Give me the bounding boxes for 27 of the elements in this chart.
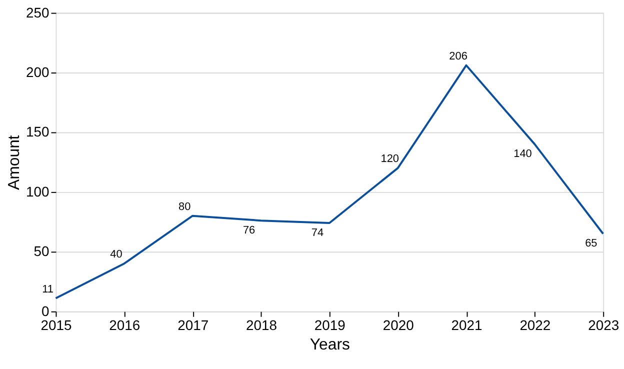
- x-tick-label: 2016: [109, 316, 140, 333]
- y-tick-label: 250: [26, 4, 50, 20]
- x-tick-label: 2021: [451, 316, 482, 333]
- y-tick-label: 200: [26, 64, 50, 80]
- y-axis-title: Amount: [6, 134, 24, 190]
- x-tick-label: 2023: [588, 316, 620, 333]
- x-tick-label: 2020: [382, 316, 414, 333]
- y-tick-label: 50: [34, 243, 50, 260]
- x-tick-label: 2017: [178, 316, 209, 333]
- data-label: 206: [449, 50, 468, 62]
- x-tick-label: 2015: [40, 316, 72, 333]
- x-tick-label: 2019: [314, 316, 346, 333]
- data-label: 140: [514, 148, 532, 160]
- x-tick-label: 2022: [520, 316, 551, 333]
- x-axis-title: Years: [310, 336, 350, 354]
- data-label: 76: [242, 224, 256, 237]
- x-tick-label: 2018: [246, 316, 278, 333]
- y-tick-label: 0: [42, 302, 50, 319]
- y-tick-label: 150: [26, 124, 50, 140]
- data-label: 74: [311, 226, 324, 239]
- data-label: 40: [110, 248, 122, 261]
- data-label: 11: [42, 283, 54, 296]
- line-series: [54, 64, 604, 300]
- data-label: 120: [380, 153, 399, 166]
- data-label: 65: [585, 238, 598, 250]
- data-label: 80: [178, 200, 191, 213]
- y-tick-label: 100: [26, 183, 50, 200]
